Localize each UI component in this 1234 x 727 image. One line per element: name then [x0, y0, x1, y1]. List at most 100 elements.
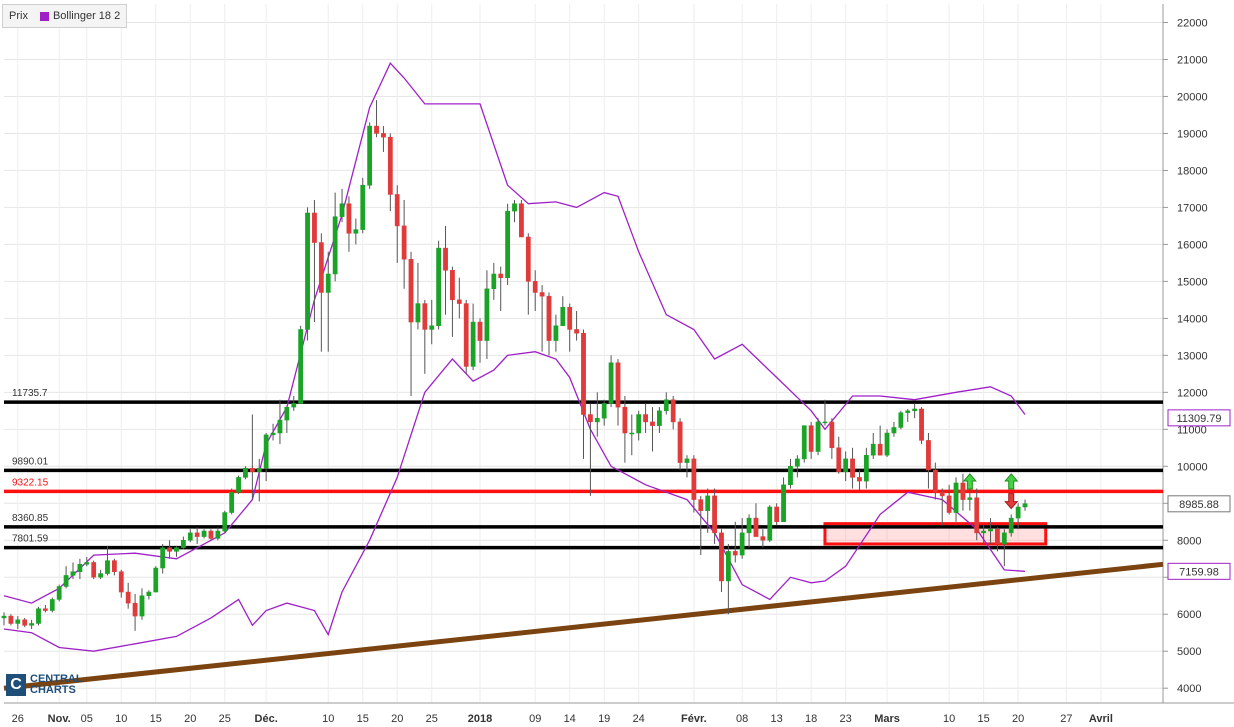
uptrend-line — [3, 561, 1164, 691]
bollinger-lower-band — [3, 351, 1026, 652]
candle-body — [387, 136, 393, 195]
candle-body — [863, 454, 869, 482]
arrow-shape — [1004, 493, 1019, 510]
central-charts-logo: C CENTRAL CHARTS — [6, 674, 83, 696]
candle-body — [767, 506, 773, 541]
candle-body — [926, 440, 931, 471]
candle-body — [629, 432, 635, 435]
candle-body — [98, 573, 103, 578]
candle-body — [877, 443, 883, 456]
candle-body — [208, 530, 214, 539]
candle-body — [263, 434, 269, 469]
candle-body — [546, 295, 552, 341]
candle-body — [574, 329, 579, 334]
y-tick-label: 20000 — [1177, 91, 1208, 103]
candle-body — [374, 125, 379, 134]
level-label: 9890.01 — [12, 456, 49, 467]
candle-body — [381, 133, 386, 138]
bollinger-upper-band — [3, 62, 1026, 604]
arrow-up-icon — [962, 473, 977, 490]
candle-body — [194, 532, 200, 537]
candle-body — [367, 125, 373, 186]
candle-body — [394, 194, 400, 227]
candle-body — [525, 236, 531, 282]
candle-body — [953, 482, 959, 513]
candle-body — [277, 419, 283, 434]
candle-body — [215, 530, 221, 539]
candle-body — [118, 571, 124, 593]
candle-body — [1022, 503, 1028, 508]
candle-body — [456, 299, 462, 304]
candle-body — [284, 406, 290, 421]
candle-body — [732, 551, 738, 556]
candle-body — [491, 273, 497, 290]
candle-body — [339, 203, 345, 217]
y-tick-label: 5000 — [1177, 646, 1201, 658]
candle-body — [650, 421, 655, 426]
candle-body — [415, 303, 421, 323]
candle-body — [312, 212, 317, 243]
y-tick-label: 16000 — [1177, 239, 1208, 251]
candle-body — [180, 540, 186, 548]
candle-body — [608, 362, 614, 404]
price-tag-box — [1167, 409, 1231, 427]
candle-body — [346, 203, 352, 234]
candle-body — [1015, 506, 1021, 519]
x-tick-label: 24 — [633, 713, 645, 725]
candle-body — [774, 506, 780, 523]
x-tick-label: 27 — [1060, 713, 1072, 725]
candle-body — [725, 551, 731, 582]
candle-body — [794, 458, 800, 467]
y-tick-label: 21000 — [1177, 54, 1208, 66]
candle-body — [843, 458, 849, 473]
level-label: 7801.59 — [12, 534, 49, 545]
candle-body — [808, 425, 814, 452]
candle-body — [560, 307, 566, 327]
candle-body — [105, 560, 110, 574]
candle-body — [450, 270, 455, 301]
x-tick-label: 15 — [978, 713, 990, 725]
candle-body — [960, 482, 966, 500]
candle-body — [815, 421, 821, 452]
arrow-shape — [962, 473, 977, 490]
price-tag-box — [1167, 562, 1231, 580]
y-tick-label: 12000 — [1177, 387, 1208, 399]
y-tick-label: 6000 — [1177, 609, 1201, 621]
candle-body — [360, 184, 366, 230]
candle-body — [477, 321, 483, 341]
candle-body — [160, 547, 166, 569]
candle-body — [512, 203, 517, 212]
x-tick-label: 05 — [81, 713, 93, 725]
candle-body — [77, 564, 83, 572]
legend-price-label: Prix — [9, 10, 28, 22]
candle-body — [912, 408, 918, 412]
candle-body — [946, 495, 952, 513]
candle-body — [995, 528, 1000, 545]
candle-body — [553, 325, 559, 341]
y-tick-label: 17000 — [1177, 202, 1208, 214]
candle-body — [891, 427, 897, 434]
candle-body — [719, 532, 724, 582]
candle-body — [760, 536, 766, 541]
logo-text-line1: CENTRAL — [30, 673, 83, 685]
candle-body — [229, 491, 235, 513]
x-tick-label: Févr. — [681, 713, 707, 725]
candle-body — [332, 216, 338, 275]
candle-body — [132, 602, 138, 617]
candle-body — [656, 410, 662, 426]
candle-body — [622, 406, 628, 434]
candle-body — [84, 562, 90, 565]
x-tick-label: Déc. — [255, 713, 278, 725]
candle-body — [519, 203, 524, 238]
candle-body — [898, 412, 904, 428]
x-tick-label: Nov. — [48, 713, 71, 725]
y-tick-label: 22000 — [1177, 17, 1208, 29]
level-label: 8360.85 — [12, 513, 49, 524]
candle-body — [401, 225, 407, 260]
level-label: 9322.15 — [12, 477, 49, 488]
x-tick-label: 20 — [1012, 713, 1024, 725]
arrow-up-icon — [1004, 473, 1019, 490]
candle-body — [318, 242, 324, 293]
